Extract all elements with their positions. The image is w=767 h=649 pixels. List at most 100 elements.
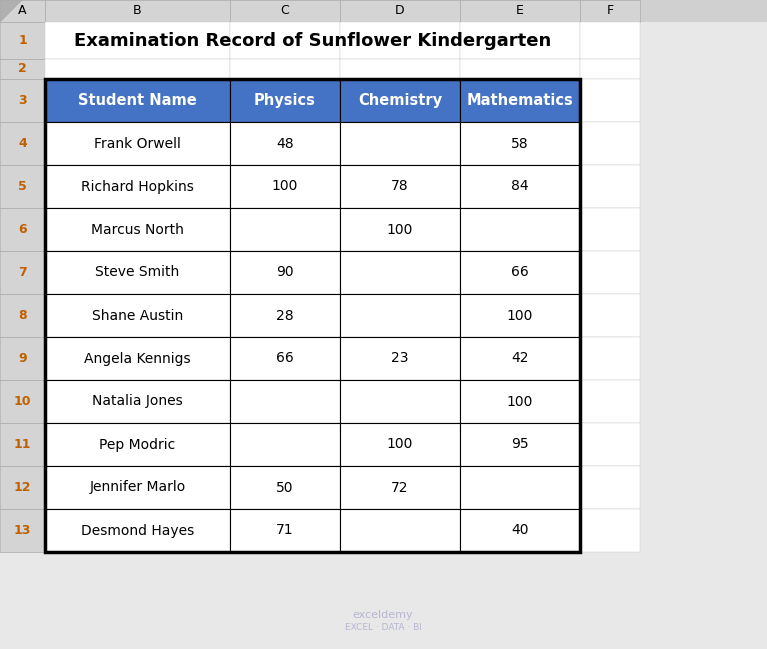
Bar: [230, 294, 340, 337]
Bar: [340, 208, 460, 251]
Bar: [340, 423, 460, 466]
Text: 3: 3: [18, 94, 27, 107]
Text: Student Name: Student Name: [78, 93, 197, 108]
Bar: [45, 165, 230, 208]
Bar: [230, 509, 340, 552]
Bar: [0, 423, 45, 466]
Bar: [340, 380, 460, 423]
Bar: [340, 251, 460, 294]
Text: EXCEL · DATA · BI: EXCEL · DATA · BI: [344, 624, 421, 633]
Bar: [460, 79, 580, 122]
Text: 66: 66: [511, 265, 529, 280]
Text: 66: 66: [276, 352, 294, 365]
Text: Steve Smith: Steve Smith: [95, 265, 179, 280]
Bar: [45, 22, 230, 59]
Text: 100: 100: [387, 223, 413, 236]
Bar: [340, 251, 460, 294]
Text: exceldemy: exceldemy: [353, 610, 413, 620]
Text: Chemistry: Chemistry: [358, 93, 442, 108]
Text: E: E: [516, 5, 524, 18]
Bar: [340, 79, 460, 122]
Bar: [580, 380, 640, 423]
Bar: [340, 294, 460, 337]
Text: 11: 11: [14, 438, 31, 451]
Bar: [340, 0, 460, 22]
Text: 13: 13: [14, 524, 31, 537]
Text: 71: 71: [276, 524, 294, 537]
Bar: [0, 337, 45, 380]
Bar: [340, 22, 460, 59]
Bar: [230, 165, 340, 208]
Bar: [230, 208, 340, 251]
Bar: [45, 337, 230, 380]
Text: Mathematics: Mathematics: [466, 93, 574, 108]
Bar: [580, 79, 640, 122]
Text: Shane Austin: Shane Austin: [92, 308, 183, 323]
Bar: [230, 423, 340, 466]
Bar: [340, 122, 460, 165]
Text: 1: 1: [18, 34, 27, 47]
Text: Angela Kennigs: Angela Kennigs: [84, 352, 191, 365]
Bar: [230, 380, 340, 423]
Text: 95: 95: [511, 437, 528, 452]
Bar: [0, 59, 45, 79]
Text: 7: 7: [18, 266, 27, 279]
Bar: [580, 251, 640, 294]
Bar: [0, 466, 45, 509]
Bar: [460, 466, 580, 509]
Bar: [230, 165, 340, 208]
Bar: [580, 22, 640, 59]
Bar: [0, 22, 640, 595]
Bar: [45, 509, 230, 552]
Bar: [0, 0, 45, 22]
Text: 40: 40: [512, 524, 528, 537]
Bar: [580, 208, 640, 251]
Text: 6: 6: [18, 223, 27, 236]
Bar: [460, 208, 580, 251]
Bar: [460, 294, 580, 337]
Text: C: C: [281, 5, 289, 18]
Bar: [340, 165, 460, 208]
Bar: [340, 337, 460, 380]
Text: Desmond Hayes: Desmond Hayes: [81, 524, 194, 537]
Bar: [45, 208, 230, 251]
Bar: [230, 337, 340, 380]
Text: D: D: [395, 5, 405, 18]
Bar: [230, 122, 340, 165]
Bar: [0, 380, 45, 423]
Bar: [460, 208, 580, 251]
Bar: [340, 294, 460, 337]
Bar: [45, 165, 230, 208]
Bar: [230, 79, 340, 122]
Bar: [0, 165, 45, 208]
Bar: [580, 337, 640, 380]
Bar: [340, 122, 460, 165]
Bar: [580, 466, 640, 509]
Bar: [230, 251, 340, 294]
Bar: [230, 423, 340, 466]
Bar: [0, 122, 45, 165]
Bar: [460, 59, 580, 79]
Bar: [45, 380, 230, 423]
Text: F: F: [607, 5, 614, 18]
Bar: [230, 22, 340, 59]
Text: 100: 100: [387, 437, 413, 452]
Text: 4: 4: [18, 137, 27, 150]
Bar: [640, 0, 767, 649]
Bar: [0, 552, 767, 649]
Text: 2: 2: [18, 62, 27, 75]
Text: 10: 10: [14, 395, 31, 408]
Bar: [340, 423, 460, 466]
Bar: [460, 165, 580, 208]
Bar: [580, 423, 640, 466]
Text: Physics: Physics: [254, 93, 316, 108]
Bar: [0, 22, 45, 59]
Bar: [460, 380, 580, 423]
Text: 90: 90: [276, 265, 294, 280]
Bar: [580, 165, 640, 208]
Bar: [580, 59, 640, 79]
Bar: [0, 294, 45, 337]
Bar: [45, 122, 230, 165]
Bar: [460, 122, 580, 165]
Bar: [45, 380, 230, 423]
